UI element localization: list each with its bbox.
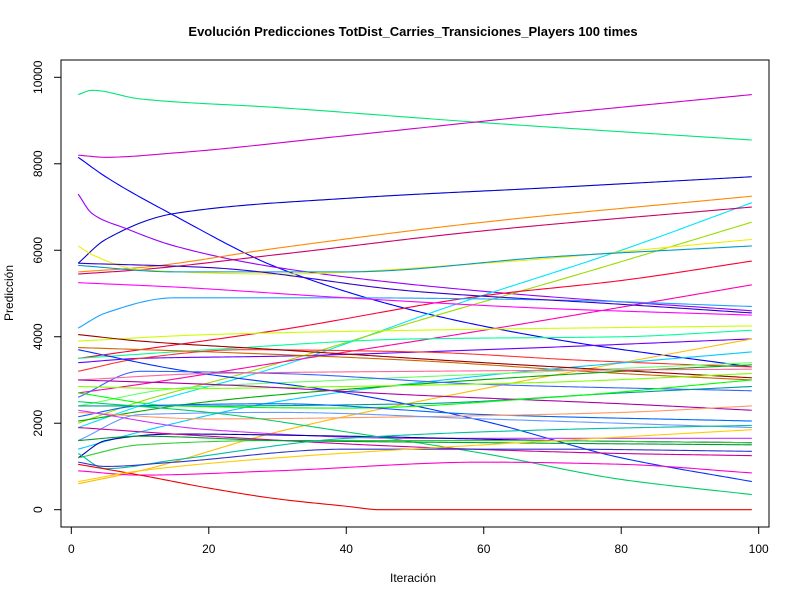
series-line-13	[78, 284, 752, 394]
series-line-18	[78, 325, 752, 342]
series-line-14	[77, 297, 752, 329]
series-line-44	[78, 461, 752, 476]
x-tick-label: 100	[749, 542, 769, 556]
y-tick-label: 6000	[31, 237, 45, 264]
series-line-7	[77, 202, 753, 429]
y-axis-label: Predicción	[2, 265, 16, 321]
y-tick-label: 4000	[31, 323, 45, 350]
y-tick-label: 10000	[31, 60, 45, 94]
series-lines	[77, 89, 753, 511]
series-line-32	[78, 379, 752, 411]
x-tick-label: 80	[615, 542, 629, 556]
series-line-40	[78, 439, 752, 459]
y-tick-label: 2000	[31, 410, 45, 437]
series-line-12	[78, 260, 752, 359]
series-line-37	[78, 409, 752, 439]
series-line-4	[77, 156, 752, 368]
series-line-9	[77, 221, 752, 424]
series-line-6	[78, 195, 752, 273]
series-line-41	[78, 427, 752, 457]
x-tick-label: 60	[477, 542, 491, 556]
series-line-47	[78, 429, 752, 483]
series-line-11	[78, 245, 752, 273]
x-axis-label: Iteración	[390, 571, 436, 585]
series-line-27	[78, 334, 752, 379]
y-tick-label: 0	[31, 506, 45, 513]
x-tick-label: 40	[340, 542, 354, 556]
series-line-28	[77, 370, 752, 398]
x-tick-label: 0	[68, 542, 75, 556]
series-line-38	[78, 401, 752, 496]
series-line-46	[78, 463, 752, 511]
series-line-30	[78, 372, 752, 390]
series-line-21	[78, 338, 752, 485]
series-line-36	[77, 411, 752, 442]
series-line-8	[78, 206, 752, 275]
y-axis: 0 2000 4000 6000 8000 10000	[31, 60, 62, 513]
series-line-17	[78, 282, 752, 316]
x-tick-label: 20	[202, 542, 216, 556]
series-line-29	[78, 368, 752, 381]
series-line-24	[78, 362, 752, 407]
series-line-34	[78, 403, 752, 422]
series-line-23	[78, 351, 752, 450]
series-line-15	[78, 262, 752, 314]
series-line-43	[77, 424, 752, 470]
series-line-33	[78, 379, 752, 409]
series-line-20	[78, 347, 752, 381]
series-line-1	[77, 89, 752, 141]
series-line-3	[77, 176, 752, 264]
series-line-26	[78, 364, 752, 422]
plot-area	[60, 59, 770, 528]
series-line-22	[78, 349, 752, 372]
chart-title: Evolución Predicciones TotDist_Carries_T…	[188, 24, 637, 39]
series-line-42	[78, 435, 752, 446]
y-tick-label: 8000	[31, 150, 45, 177]
x-axis: 0 20 40 60 80 100	[68, 526, 769, 556]
series-line-5	[77, 193, 752, 312]
series-line-35	[78, 405, 752, 420]
series-line-2	[78, 94, 752, 158]
